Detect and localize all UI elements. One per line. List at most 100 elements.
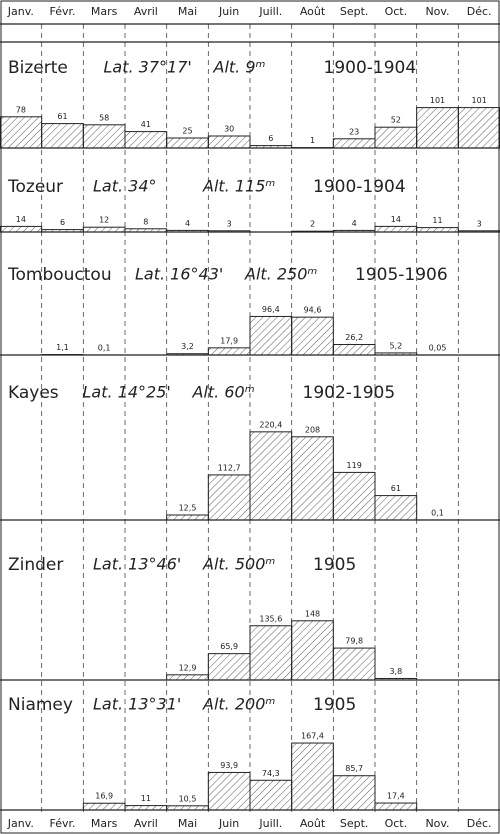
month-label: Avril [134,5,158,18]
bar [374,802,418,811]
bar [249,779,293,811]
value-label: 208 [305,425,320,434]
bar [41,229,84,233]
bar [374,677,418,681]
value-label: 61 [391,484,401,493]
station-name: Kayes [8,383,59,403]
value-label: 94,6 [304,306,322,315]
value-label: 11 [141,794,151,803]
month-label: Nov. [425,817,449,830]
month-label: Févr. [49,817,75,830]
value-label: 101 [472,96,487,105]
bar [249,315,293,356]
value-label: 12,5 [179,504,197,513]
value-label: 17,9 [220,336,238,345]
station-period: 1905-1906 [355,265,448,285]
bar [166,137,209,149]
month-label: Janv. [7,817,34,830]
value-label: 1 [310,136,315,145]
value-label: 25 [182,127,192,136]
value-label: 61 [57,112,67,121]
bar [291,230,334,233]
bar [249,145,293,149]
value-label: 78 [16,105,26,114]
value-label: 5,2 [389,341,402,350]
bar [207,230,251,233]
bar [374,495,418,521]
station-period: 1900-1904 [324,58,417,78]
month-label: Déc. [467,817,492,830]
bar [207,653,251,681]
station-latitude: Lat. 14°25' [83,383,171,402]
value-label: 167,4 [301,732,324,741]
station-name: Bizerte [8,58,68,78]
station-latitude: Lat. 16°43' [135,265,223,284]
value-label: 119 [347,461,362,470]
bar [82,802,126,811]
station-latitude: Lat. 34° [93,177,157,196]
value-label: 93,9 [220,761,238,770]
value-label: 85,7 [345,764,363,773]
bar [332,229,376,233]
station-period: 1905 [313,695,356,715]
value-label: 2 [310,220,315,229]
station-latitude: Lat. 13°31' [93,695,181,714]
month-label: Déc. [467,5,492,18]
value-label: 58 [99,113,109,122]
bar [374,225,418,233]
bar [332,138,376,149]
value-label: 96,4 [262,305,280,314]
month-label: Oct. [385,5,408,18]
month-label: Juill. [258,817,282,830]
value-label: 6 [60,218,65,227]
station-period: 1900-1904 [313,177,406,197]
value-label: 4 [185,219,190,228]
bar [207,135,251,149]
month-label: Févr. [49,5,75,18]
bar [82,124,126,149]
bar [416,107,459,149]
station-altitude: Alt. 500ᵐ [202,555,275,574]
month-label: Juill. [258,5,282,18]
bar [124,805,168,811]
value-label: 3,8 [389,667,402,676]
bar [332,471,376,521]
value-label: 0,05 [429,343,447,352]
value-label: 3,2 [181,342,194,351]
value-label: 148 [305,609,320,618]
bar [374,352,418,356]
value-label: 112,7 [218,463,241,472]
value-label: 8 [143,217,148,226]
bar [124,131,168,149]
bar [82,226,126,233]
value-label: 3 [477,219,482,228]
value-label: 26,2 [345,333,363,342]
value-label: 135,6 [259,614,282,623]
bar [374,126,418,149]
bar [291,742,334,811]
station-altitude: Alt. 9ᵐ [213,58,266,77]
station-name: Zinder [8,555,63,575]
value-label: 0,1 [431,508,444,517]
value-label: 101 [430,96,445,105]
value-label: 41 [141,120,151,129]
bar [249,625,293,681]
bar [457,230,500,233]
value-label: 11 [432,216,442,225]
value-label: 4 [352,219,357,228]
station-latitude: Lat. 37°17' [104,58,192,77]
value-label: 6 [268,134,273,143]
value-label: 3 [227,219,232,228]
month-label: Nov. [425,5,449,18]
value-label: 23 [349,127,359,136]
value-label: 79,8 [345,637,363,646]
value-label: 52 [391,116,401,125]
month-label: Mars [91,817,118,830]
bar [166,514,209,521]
value-label: 74,3 [262,769,280,778]
month-label: Sept. [340,817,369,830]
station-altitude: Alt. 250ᵐ [244,265,317,284]
station-period: 1905 [313,555,356,575]
bar [0,225,43,233]
bar [291,316,334,356]
